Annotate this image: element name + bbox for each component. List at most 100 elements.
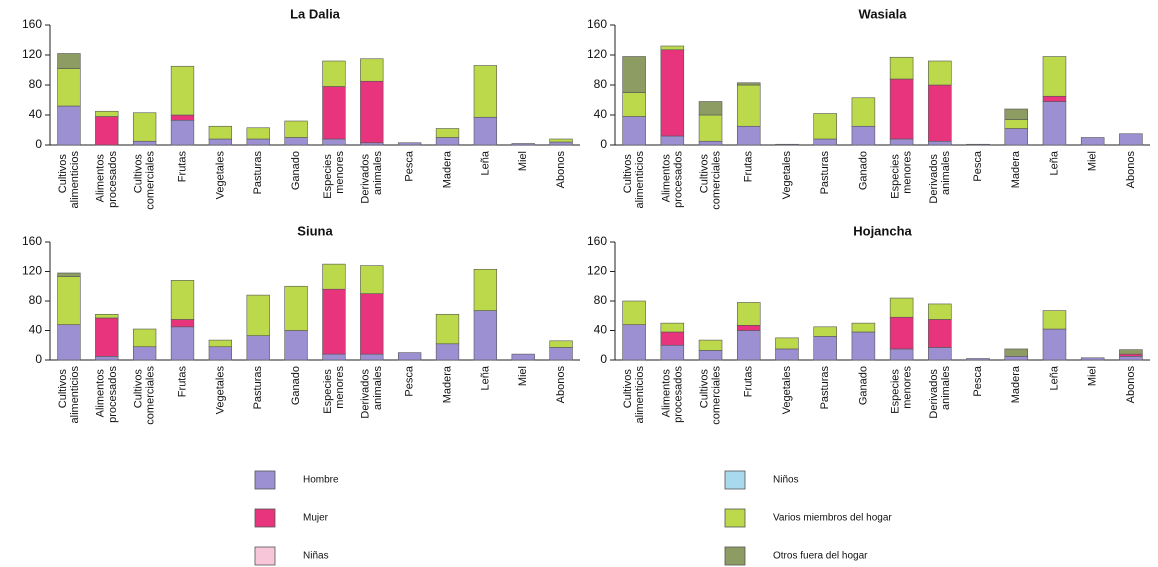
chart-title: Wasiala (859, 6, 908, 21)
bar-segment (851, 97, 876, 127)
bar-segment (889, 316, 914, 350)
bar-segment (1004, 128, 1029, 146)
bar-segment (208, 138, 233, 146)
x-tick-label-line: alimenticios (69, 151, 81, 209)
x-tick-label-line: Cultivos (57, 366, 69, 408)
bar-segment (397, 142, 422, 146)
x-tick-label: Pesca (972, 150, 984, 181)
x-tick-label-line: Derivados (928, 366, 940, 419)
bar-segment (360, 58, 384, 82)
x-tick-label-line: menores (902, 151, 914, 194)
y-tick-label: 0 (35, 137, 42, 151)
x-tick-label-line: Alimentos (660, 366, 672, 417)
bar-segment (170, 119, 195, 146)
x-tick-label-line: Especies (889, 151, 901, 199)
x-tick-label: Cultivos comerciales (132, 366, 156, 425)
x-tick-label: Ganado (290, 366, 302, 405)
bar-segment (660, 331, 685, 346)
x-tick-label: Frutas (176, 366, 188, 398)
bar-segment (889, 348, 914, 361)
y-tick-label: 80 (29, 293, 43, 307)
y-tick-label: 0 (35, 352, 42, 366)
x-tick-label-line: menores (334, 151, 346, 194)
bar-segment (622, 56, 646, 93)
bar-segment (1080, 137, 1105, 146)
x-tick-label: Madera (441, 150, 453, 188)
bar-segment (966, 358, 990, 361)
bar-segment (284, 120, 308, 138)
bar-segment (698, 114, 723, 142)
bar-segment (813, 113, 837, 140)
bar-segment (132, 112, 157, 142)
x-tick-label-line: Derivados (360, 366, 372, 419)
bar-segment (660, 45, 685, 51)
bar-segment (511, 143, 535, 146)
x-tick-label: Vegetales (781, 151, 793, 200)
chart-title: Siuna (297, 223, 333, 238)
bar-segment (284, 330, 308, 361)
bar-segment (208, 346, 233, 361)
x-tick-label: Derivados animales (928, 151, 952, 204)
legend-label: Otros fuera del hogar (773, 551, 868, 562)
bar-segment (1119, 353, 1143, 357)
bar-segment (660, 49, 685, 137)
x-tick-label: Abonos (555, 366, 567, 404)
bar-segment (889, 297, 914, 318)
x-tick-label: Miel (517, 151, 529, 171)
y-tick-label: 80 (594, 293, 608, 307)
x-tick-label-line: procesados (672, 151, 684, 208)
x-tick-label: Miel (1087, 151, 1099, 171)
bar-segment (698, 339, 723, 351)
x-tick-label-line: menores (334, 366, 346, 409)
bar-segment (435, 313, 460, 345)
x-tick-label-line: Derivados (928, 151, 940, 204)
y-tick-label: 120 (22, 264, 42, 278)
bar-segment (360, 353, 384, 361)
x-tick-label: Frutas (743, 366, 755, 398)
bar-segment (360, 293, 384, 355)
x-tick-label: Especies menores (889, 366, 913, 414)
bar-segment (736, 330, 761, 361)
bar-segment (622, 116, 646, 146)
bar-segment (1042, 310, 1067, 330)
bar-segment (889, 78, 914, 140)
x-tick-label-line: Cultivos (622, 151, 634, 193)
bar-segment (246, 335, 270, 361)
bar-segment (1004, 356, 1029, 361)
bar-segment (322, 263, 346, 290)
bar-segment (473, 116, 498, 146)
x-tick-label-line: Especies (322, 151, 334, 199)
bar-segment (170, 114, 195, 121)
x-tick-label: Pasturas (252, 151, 264, 195)
bar-segment (966, 143, 990, 146)
x-tick-label: Alimentos procesados (660, 151, 684, 208)
x-tick-label: Pasturas (819, 151, 831, 195)
bar-segment (95, 313, 119, 319)
x-tick-label-line: Derivados (360, 151, 372, 204)
bar-segment (132, 140, 157, 146)
bar-segment (57, 105, 81, 146)
x-tick-label: Especies menores (322, 151, 346, 199)
x-tick-label: Vegetales (214, 366, 226, 415)
bar-segment (698, 101, 723, 116)
x-tick-label-line: Alimentos (660, 151, 672, 202)
bar-segment (660, 344, 685, 361)
x-tick-label: Alimentos procesados (95, 366, 119, 423)
bar-segment (775, 337, 799, 350)
bar-segment (95, 116, 119, 146)
x-tick-label-line: procesados (107, 366, 119, 423)
x-tick-label-line: Cultivos (698, 366, 710, 408)
bar-segment (928, 140, 952, 146)
bar-segment (622, 300, 646, 325)
x-tick-label-line: Especies (889, 366, 901, 414)
bar-segment (1042, 101, 1067, 146)
x-tick-label: Abonos (555, 151, 567, 189)
bar-segment (473, 65, 498, 118)
bar-segment (889, 138, 914, 146)
bar-segment (1119, 356, 1143, 361)
x-tick-label: Cultivos comerciales (698, 366, 722, 425)
bar-segment (322, 60, 346, 87)
bar-segment (360, 142, 384, 146)
bar-segment (851, 331, 876, 361)
